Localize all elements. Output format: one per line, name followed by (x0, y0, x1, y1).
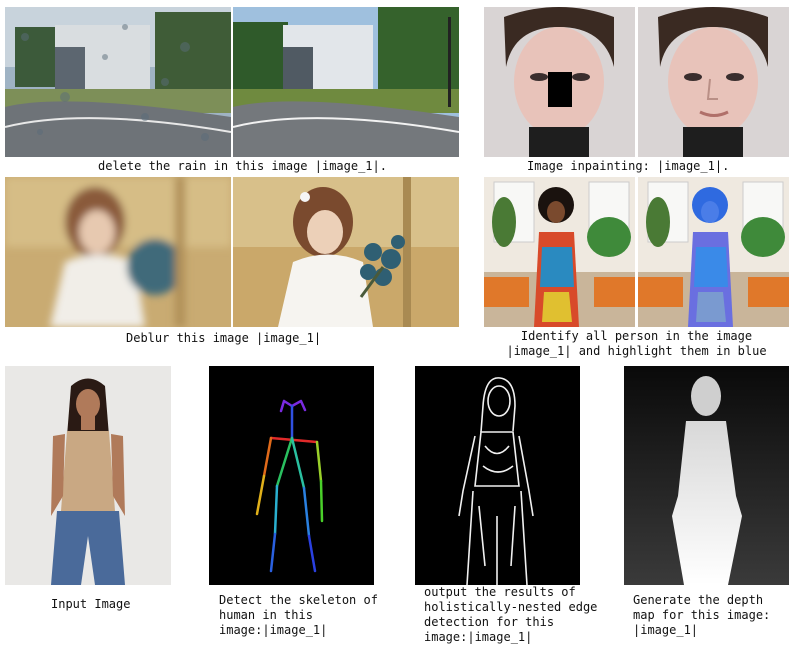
highlight-caption: Identify all person in the image |image_… (506, 329, 767, 358)
woman-standing-input-image (5, 366, 171, 585)
inpaint-caption: Image inpainting: |image_1|. (527, 159, 730, 173)
skeleton-caption: Detect the skeleton of human in this ima… (219, 593, 378, 637)
inpainted-face-output-image (638, 7, 789, 157)
edge-caption: output the results of holistically-neste… (424, 585, 598, 644)
masked-face-input-image (484, 7, 635, 157)
woman-highlighted-blue-output-image (638, 177, 789, 327)
derained-road-output-image (233, 7, 459, 157)
input-caption: Input Image (51, 597, 131, 611)
derain-caption: delete the rain in this image |image_1|. (98, 159, 387, 173)
blurry-bride-input-image (5, 177, 231, 327)
woman-in-room-input-image (484, 177, 635, 327)
rainy-road-input-image (5, 7, 231, 157)
depth-caption: Generate the depth map for this image: |… (633, 593, 771, 637)
edge-map-output-image (415, 366, 580, 585)
depth-map-output-image (624, 366, 789, 585)
skeleton-output-image (209, 366, 374, 585)
sharp-bride-output-image (233, 177, 459, 327)
deblur-caption: Deblur this image |image_1| (126, 331, 322, 345)
